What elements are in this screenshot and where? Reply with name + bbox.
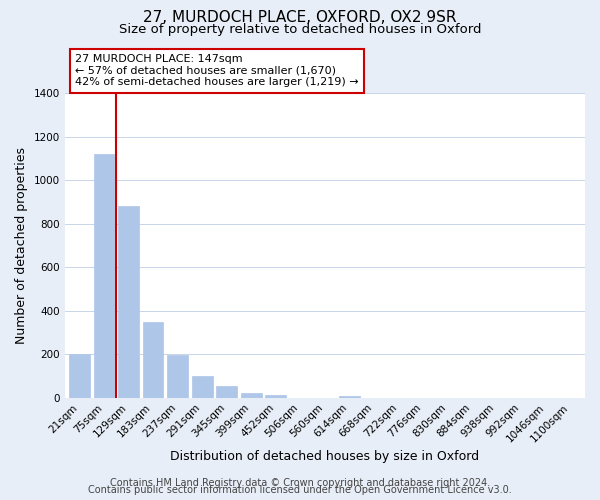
Bar [216,386,237,398]
Text: Contains HM Land Registry data © Crown copyright and database right 2024.: Contains HM Land Registry data © Crown c… [110,478,490,488]
Bar [94,154,115,398]
X-axis label: Distribution of detached houses by size in Oxford: Distribution of detached houses by size … [170,450,479,462]
Bar [191,376,212,398]
Bar [69,354,90,398]
Bar [339,396,360,398]
Bar [265,395,286,398]
Bar [167,356,188,398]
Bar [118,206,139,398]
Text: 27 MURDOCH PLACE: 147sqm
← 57% of detached houses are smaller (1,670)
42% of sem: 27 MURDOCH PLACE: 147sqm ← 57% of detach… [75,54,359,88]
Bar [143,322,163,398]
Text: Size of property relative to detached houses in Oxford: Size of property relative to detached ho… [119,22,481,36]
Text: 27, MURDOCH PLACE, OXFORD, OX2 9SR: 27, MURDOCH PLACE, OXFORD, OX2 9SR [143,10,457,25]
Text: Contains public sector information licensed under the Open Government Licence v3: Contains public sector information licen… [88,485,512,495]
Y-axis label: Number of detached properties: Number of detached properties [15,147,28,344]
Bar [241,394,262,398]
